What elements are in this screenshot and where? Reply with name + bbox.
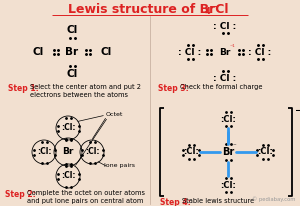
Text: ⁻¹: ⁻¹ xyxy=(230,44,236,49)
Text: Step 4:: Step 4: xyxy=(160,198,191,206)
Text: 4: 4 xyxy=(205,7,211,15)
Text: ⁻: ⁻ xyxy=(233,143,237,149)
Text: Complete the octet on outer atoms
and put lone pairs on central atom: Complete the octet on outer atoms and pu… xyxy=(27,190,145,204)
Text: Lewis structure of BrCl: Lewis structure of BrCl xyxy=(68,2,228,15)
Text: :Cl:: :Cl: xyxy=(61,124,75,132)
Text: :Cl:: :Cl: xyxy=(37,147,51,157)
Text: Br: Br xyxy=(219,48,231,56)
Text: Br: Br xyxy=(62,147,74,157)
Text: Cl: Cl xyxy=(66,69,78,79)
Text: Step 3:: Step 3: xyxy=(158,84,189,93)
Text: :Cl:: :Cl: xyxy=(220,180,236,190)
Text: lone pairs: lone pairs xyxy=(104,163,135,167)
Text: Octet: Octet xyxy=(106,111,123,117)
Text: :Cl:: :Cl: xyxy=(183,147,199,157)
Text: :Cl:: :Cl: xyxy=(220,115,236,124)
Text: Br: Br xyxy=(65,47,79,57)
Text: Check the formal charge: Check the formal charge xyxy=(180,84,262,90)
Text: : Cl :: : Cl : xyxy=(178,48,202,56)
Text: : Cl :: : Cl : xyxy=(213,21,237,30)
Text: Step 1:: Step 1: xyxy=(8,84,39,93)
Text: :Cl:: :Cl: xyxy=(257,147,273,157)
Text: : Cl :: : Cl : xyxy=(248,48,272,56)
Text: Cl: Cl xyxy=(66,25,78,35)
Text: : Cl :: : Cl : xyxy=(213,74,237,82)
Text: :Cl:: :Cl: xyxy=(85,147,99,157)
Text: Cl: Cl xyxy=(100,47,112,57)
Text: Br: Br xyxy=(222,147,234,157)
Text: :Cl:: :Cl: xyxy=(61,172,75,180)
Text: −: − xyxy=(210,2,217,12)
Text: Select the center atom and put 2
electrons between the atoms: Select the center atom and put 2 electro… xyxy=(30,84,141,98)
Text: −: − xyxy=(294,106,300,115)
Text: Step 2:: Step 2: xyxy=(5,190,36,199)
Text: Stable lewis structure: Stable lewis structure xyxy=(182,198,254,204)
Text: Cl: Cl xyxy=(32,47,44,57)
Text: © pediabay.com: © pediabay.com xyxy=(251,196,295,202)
